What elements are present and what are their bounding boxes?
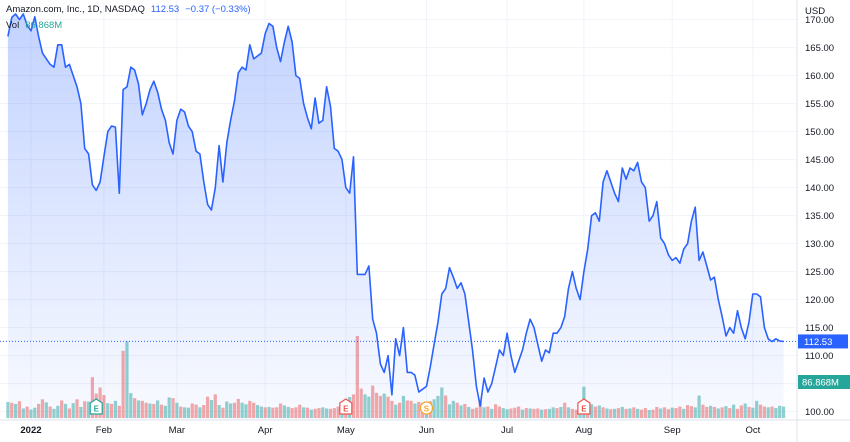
earnings-marker-label: E (94, 405, 100, 414)
volume-legend: Vol 86.868M (6, 20, 62, 31)
x-tick-label: Jul (501, 425, 513, 436)
last-price: 112.53 (150, 4, 180, 15)
earnings-marker (89, 398, 103, 415)
y-tick-label: 110.00 (805, 351, 833, 362)
symbol-text: Amazon.com, Inc., 1D, NASDAQ (6, 4, 145, 15)
split-marker-label: S (424, 405, 430, 414)
x-tick-label: Feb (96, 425, 112, 436)
x-tick-label: Aug (575, 425, 592, 436)
x-tick-label: Mar (169, 425, 185, 436)
volume-label: Vol (6, 20, 20, 31)
x-tick-label: Apr (258, 425, 273, 436)
earnings-marker (339, 398, 353, 415)
x-tick-label: Jun (419, 425, 434, 436)
price-line (7, 13, 784, 407)
volume-tag-label: 86.868M (802, 378, 839, 389)
y-currency-label: USD (805, 6, 825, 17)
y-tick-label: 145.00 (805, 155, 834, 166)
price-area (7, 14, 784, 420)
volume-tag (798, 375, 850, 389)
y-tick-label: 170.00 (805, 15, 834, 26)
y-tick-label: 120.00 (805, 295, 834, 306)
y-tick-label: 115.00 (805, 323, 833, 334)
x-tick-label: Sep (664, 425, 681, 436)
symbol-legend: Amazon.com, Inc., 1D, NASDAQ 112.53 −0.37 … (6, 4, 251, 15)
y-tick-label: 140.00 (805, 183, 834, 194)
x-tick-label: Oct (745, 425, 760, 436)
earnings-marker-label: E (581, 405, 587, 414)
x-tick-label: 2022 (20, 425, 41, 436)
price-change: −0.37 (−0.33%) (185, 4, 251, 15)
price-tag-label: 112.53 (804, 337, 832, 348)
y-tick-label: 160.00 (805, 71, 834, 82)
split-marker (419, 401, 434, 415)
volume-value: 86.868M (25, 20, 63, 31)
earnings-marker-label: E (343, 405, 349, 414)
y-tick-label: 130.00 (805, 239, 834, 250)
y-tick-label: 150.00 (805, 127, 834, 138)
earnings-marker (577, 398, 591, 415)
x-tick-label: May (337, 425, 355, 436)
y-tick-label: 100.00 (805, 407, 834, 418)
price-tag (798, 334, 848, 349)
y-tick-label: 155.00 (805, 99, 834, 110)
y-tick-label: 135.00 (805, 211, 834, 222)
y-tick-label: 165.00 (805, 43, 834, 54)
y-tick-label: 125.00 (805, 267, 834, 278)
